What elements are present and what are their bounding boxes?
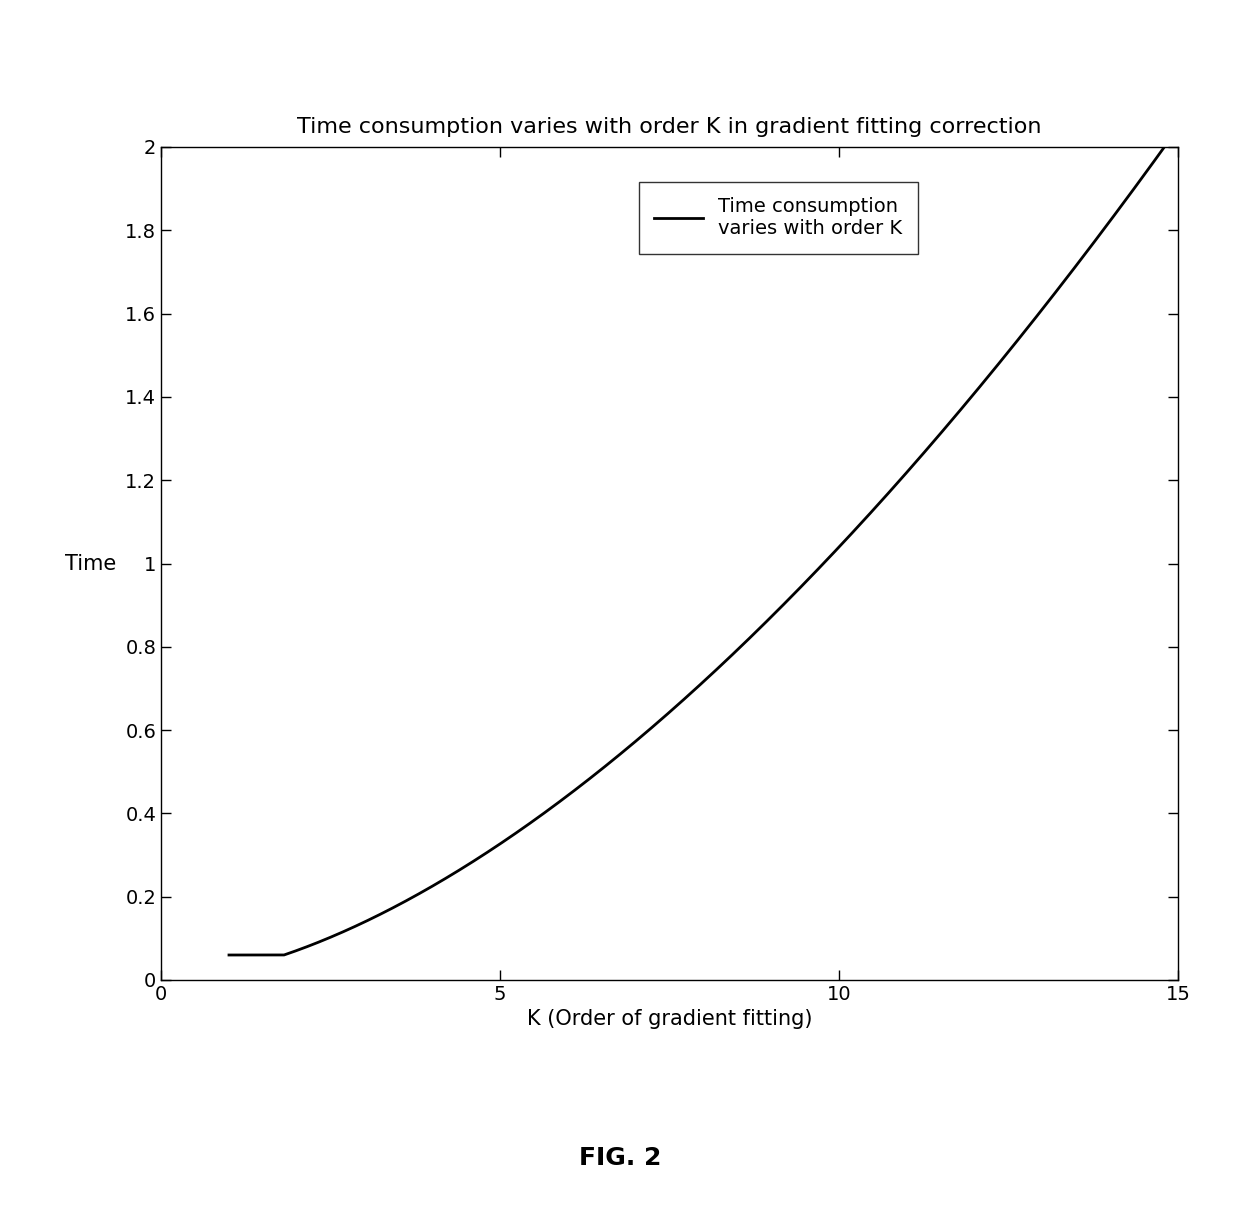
X-axis label: K (Order of gradient fitting): K (Order of gradient fitting) <box>527 1009 812 1029</box>
Time consumption
varies with order K <box>873 495 888 510</box>
Legend: Time consumption
varies with order K: Time consumption varies with order K <box>639 181 918 254</box>
Time consumption
varies with order K <box>319 932 334 947</box>
Line: Time consumption
varies with order K: Time consumption varies with order K <box>229 129 1178 956</box>
Time consumption
varies with order K <box>222 948 237 963</box>
Y-axis label: Time: Time <box>64 554 117 573</box>
Time consumption
varies with order K <box>640 724 655 739</box>
Time consumption
varies with order K <box>961 392 976 407</box>
Title: Time consumption varies with order K in gradient fitting correction: Time consumption varies with order K in … <box>298 118 1042 137</box>
Time consumption
varies with order K <box>1171 121 1185 136</box>
Time consumption
varies with order K <box>605 753 620 768</box>
Text: FIG. 2: FIG. 2 <box>579 1145 661 1170</box>
Time consumption
varies with order K <box>978 371 993 386</box>
